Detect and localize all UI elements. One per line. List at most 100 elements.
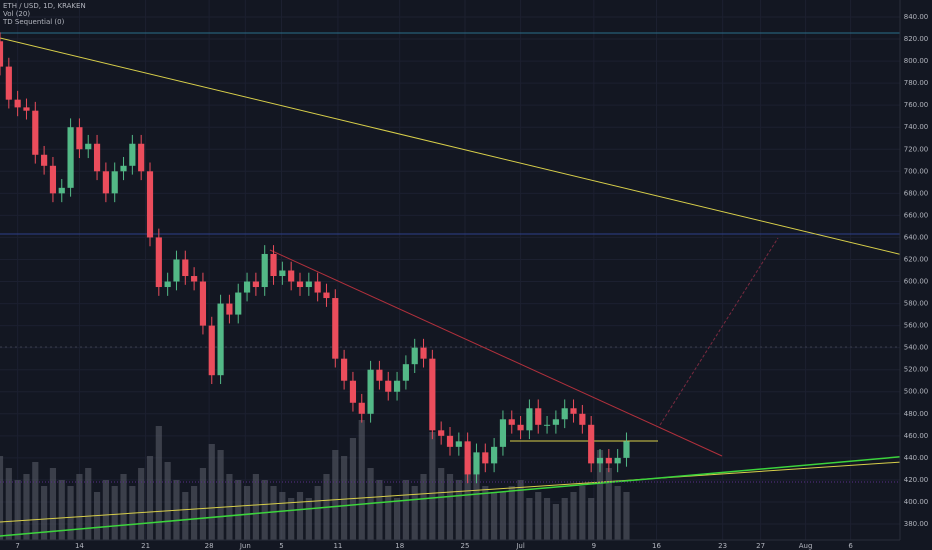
volume-bar: [85, 468, 92, 540]
volume-bar: [76, 474, 83, 540]
x-tick-label: 14: [75, 542, 84, 550]
y-tick-label: 620.00: [904, 255, 929, 263]
volume-bar: [561, 498, 568, 540]
volume-bar: [393, 498, 401, 540]
volume-bar: [155, 426, 162, 540]
volume-bar: [102, 480, 109, 540]
y-tick-label: 660.00: [904, 211, 929, 219]
candle-body: [341, 358, 348, 381]
x-tick-label: 9: [592, 542, 596, 550]
price-axis: [900, 0, 932, 550]
candle-body: [49, 165, 57, 194]
x-tick-label: 18: [395, 542, 404, 550]
candle-body: [464, 441, 471, 475]
volume-bar: [411, 486, 418, 540]
y-tick-label: 380.00: [904, 520, 929, 528]
volume-bar: [58, 480, 65, 540]
volume-bar: [0, 456, 4, 540]
x-tick-label: Aug: [799, 542, 813, 550]
candle-body: [499, 419, 507, 447]
x-tick-label: 5: [279, 542, 283, 550]
volume-bar: [191, 486, 198, 540]
volume-bar: [235, 480, 242, 540]
volume-bar: [261, 480, 268, 540]
y-tick-label: 580.00: [904, 300, 929, 308]
trendline: [0, 453, 932, 537]
candle-body: [623, 441, 630, 458]
volume-bar: [605, 468, 612, 540]
candle-body: [376, 369, 383, 381]
volume-bar: [473, 474, 480, 540]
volume-bar: [491, 492, 498, 540]
candle-body: [570, 408, 577, 414]
candle-body: [217, 303, 224, 376]
candle-body: [314, 281, 321, 293]
candle-body: [349, 380, 357, 403]
volume-bar: [464, 456, 471, 540]
volume-bar: [14, 480, 21, 540]
volume-bar: [32, 462, 39, 540]
x-tick-label: 28: [205, 542, 214, 550]
volume-bar: [588, 498, 595, 540]
candle-body: [173, 259, 180, 282]
y-tick-label: 420.00: [904, 476, 929, 484]
candle-body: [438, 430, 445, 436]
y-tick-label: 460.00: [904, 432, 929, 440]
y-tick-label: 400.00: [904, 498, 929, 506]
candle-body: [332, 298, 339, 359]
candle-body: [67, 127, 74, 188]
y-tick-label: 540.00: [904, 344, 929, 352]
indicator-label: TD Sequential (0): [2, 18, 65, 26]
candle-body: [32, 110, 39, 155]
volume-bar: [199, 468, 207, 540]
volume-bar: [552, 504, 559, 540]
volume-bar: [623, 492, 630, 540]
y-tick-label: 440.00: [904, 454, 929, 462]
volume-bar: [332, 450, 339, 540]
chart-title: ETH / USD, 1D, KRAKEN: [3, 2, 86, 10]
candle-body: [138, 143, 145, 172]
candle-body: [199, 281, 207, 326]
candle-body: [455, 441, 462, 447]
candle-body: [535, 408, 542, 425]
volume-bar: [614, 486, 621, 540]
candle-body: [288, 270, 295, 282]
candle-body: [358, 402, 365, 414]
y-tick-label: 700.00: [904, 167, 929, 175]
candle-body: [508, 419, 515, 425]
candle-body: [164, 281, 171, 288]
candle-body: [367, 369, 374, 414]
y-tick-label: 800.00: [904, 57, 929, 65]
candle-body: [588, 424, 595, 464]
volume-bar: [182, 492, 189, 540]
volume-bar: [420, 474, 427, 540]
volume-bar: [314, 486, 321, 540]
volume-bar: [217, 450, 224, 540]
volume-bar: [5, 468, 12, 540]
volume-bar: [455, 480, 462, 540]
y-tick-label: 740.00: [904, 123, 929, 131]
candle-body: [14, 99, 21, 108]
volume-bar: [252, 474, 259, 540]
y-tick-label: 840.00: [904, 13, 929, 21]
volume-bar: [341, 456, 348, 540]
x-tick-label: 21: [141, 542, 150, 550]
candle-body: [252, 281, 259, 288]
candle-body: [129, 143, 136, 166]
candle-body: [305, 281, 312, 288]
y-tick-label: 600.00: [904, 278, 929, 286]
y-tick-label: 500.00: [904, 388, 929, 396]
volume-bar: [543, 498, 551, 540]
candle-body: [243, 281, 251, 293]
y-tick-label: 640.00: [904, 233, 929, 241]
x-tick-label: 27: [756, 542, 765, 550]
y-tick-label: 560.00: [904, 322, 929, 330]
y-tick-label: 780.00: [904, 79, 929, 87]
candle-body: [393, 380, 401, 392]
candle-body: [579, 413, 586, 425]
candle-body: [323, 292, 330, 299]
volume-bar: [482, 486, 489, 540]
volume-bar: [270, 486, 277, 540]
candle-body: [208, 325, 215, 376]
